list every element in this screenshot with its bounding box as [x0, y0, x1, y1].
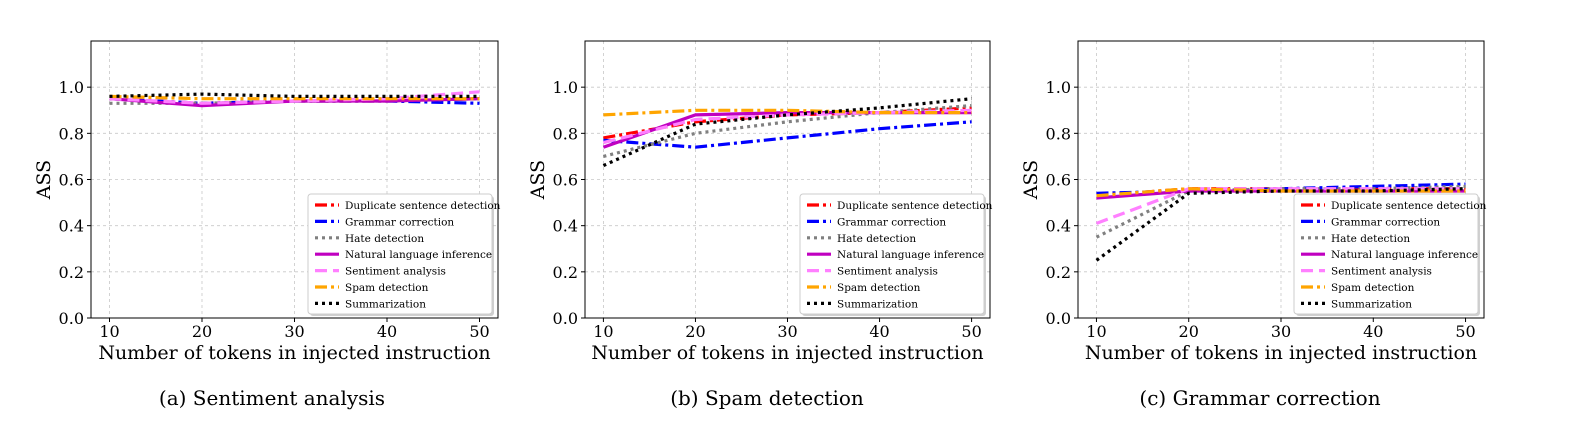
- y-tick-label: 0.4: [553, 217, 578, 236]
- legend-label: Spam detection: [345, 282, 429, 294]
- y-tick-label: 0.8: [1046, 124, 1071, 143]
- series-line: [109, 92, 480, 99]
- y-tick-label: 1.0: [1046, 78, 1071, 97]
- y-tick-label: 0.6: [59, 171, 84, 190]
- series-line: [603, 120, 972, 149]
- y-tick-label: 0.0: [59, 309, 84, 328]
- legend-label: Spam detection: [837, 282, 921, 294]
- y-tick-label: 0.4: [59, 217, 84, 236]
- legend-label: Grammar correction: [345, 216, 454, 228]
- x-tick-label: 10: [1086, 322, 1106, 341]
- y-tick-label: 0.2: [59, 263, 84, 282]
- y-axis-label: ASS: [527, 160, 549, 200]
- x-tick-label: 50: [961, 322, 981, 341]
- y-axis-label: ASS: [33, 160, 55, 200]
- legend-label: Sentiment analysis: [1331, 266, 1432, 278]
- legend: Duplicate sentence detection Grammar corr…: [1293, 193, 1487, 316]
- y-tick-label: 1.0: [553, 78, 578, 97]
- x-axis-label: Number of tokens in injected instruction: [1085, 342, 1477, 364]
- y-axis-label: ASS: [1020, 160, 1042, 200]
- x-tick-label: 20: [1179, 322, 1199, 341]
- x-tick-label: 30: [1271, 322, 1291, 341]
- legend-label: Summarization: [1331, 298, 1412, 310]
- legend-label: Sentiment analysis: [345, 266, 446, 278]
- x-tick-label: 30: [284, 322, 304, 341]
- legend-label: Hate detection: [1331, 233, 1410, 245]
- y-tick-label: 0.2: [1046, 263, 1071, 282]
- series-line: [603, 108, 972, 117]
- x-tick-label: 30: [777, 322, 797, 341]
- legend: Duplicate sentence detection Grammar corr…: [307, 193, 501, 316]
- panel-caption: (a) Sentiment analysis: [159, 386, 385, 410]
- legend-label: Natural language inference: [345, 249, 492, 261]
- legend-box: [799, 193, 985, 315]
- x-tick-label: 20: [685, 322, 705, 341]
- legend-label: Summarization: [345, 298, 426, 310]
- legend-label: Grammar correction: [837, 216, 946, 228]
- y-tick-label: 0.8: [553, 124, 578, 143]
- y-tick-label: 0.8: [59, 124, 84, 143]
- panel-caption: (b) Spam detection: [670, 386, 864, 410]
- legend-label: Hate detection: [345, 233, 424, 245]
- legend-label: Summarization: [837, 298, 918, 310]
- legend-label: Sentiment analysis: [837, 266, 938, 278]
- series-line: [1095, 187, 1466, 262]
- x-axis-label: Number of tokens in injected instruction: [98, 342, 490, 364]
- y-tick-label: 0.0: [1046, 309, 1071, 328]
- x-tick-label: 50: [469, 322, 489, 341]
- y-tick-label: 0.6: [1046, 171, 1071, 190]
- legend-label: Natural language inference: [1331, 249, 1478, 261]
- y-tick-label: 1.0: [59, 78, 84, 97]
- x-tick-label: 10: [99, 322, 119, 341]
- legend-label: Grammar correction: [1331, 216, 1440, 228]
- x-tick-label: 10: [593, 322, 613, 341]
- y-tick-label: 0.2: [553, 263, 578, 282]
- legend: Duplicate sentence detection Grammar corr…: [799, 193, 993, 316]
- x-tick-label: 40: [377, 322, 397, 341]
- x-tick-label: 20: [192, 322, 212, 341]
- legend-label: Duplicate sentence detection: [345, 200, 501, 212]
- legend-label: Natural language inference: [837, 249, 984, 261]
- legend-box: [307, 193, 493, 315]
- legend-box: [1293, 193, 1479, 315]
- legend-label: Hate detection: [837, 233, 916, 245]
- legend-label: Duplicate sentence detection: [837, 200, 993, 212]
- y-tick-label: 0.6: [553, 171, 578, 190]
- y-tick-label: 0.0: [553, 309, 578, 328]
- x-tick-label: 40: [869, 322, 889, 341]
- series-line: [109, 94, 480, 101]
- legend-label: Duplicate sentence detection: [1331, 200, 1487, 212]
- panel-caption: (c) Grammar correction: [1139, 386, 1380, 410]
- x-axis-label: Number of tokens in injected instruction: [591, 342, 983, 364]
- legend-label: Spam detection: [1331, 282, 1415, 294]
- x-tick-label: 50: [1455, 322, 1475, 341]
- x-tick-label: 40: [1363, 322, 1383, 341]
- series-line: [602, 97, 972, 168]
- y-tick-label: 0.4: [1046, 217, 1071, 236]
